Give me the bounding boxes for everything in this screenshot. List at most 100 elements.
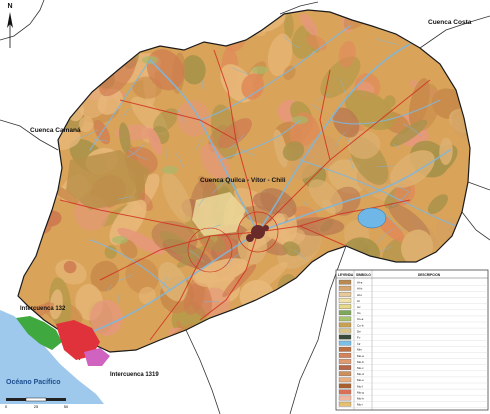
stream	[77, 129, 99, 139]
river	[89, 239, 171, 291]
landcover-patch	[161, 172, 192, 223]
landcover-patch	[338, 40, 356, 68]
stream	[306, 296, 326, 303]
label-ocean: Océano Pacífico	[6, 379, 60, 386]
urban-ring	[237, 211, 279, 253]
legend-swatch	[338, 389, 352, 395]
landcover-patch	[125, 258, 159, 294]
road-network	[59, 49, 431, 341]
legend-row: Mo-c	[336, 365, 488, 371]
landcover-patch	[66, 150, 150, 210]
landcover-patch	[158, 262, 188, 302]
landcover-patch	[408, 78, 430, 128]
landcover-patch	[284, 12, 294, 40]
road	[59, 199, 201, 231]
legend-row: Co-b	[336, 322, 488, 329]
landcover-patch	[445, 10, 470, 19]
river	[329, 99, 441, 125]
legend-swatch	[338, 346, 352, 352]
legend-row: De	[336, 328, 488, 335]
coastal-intercuencas	[16, 316, 110, 366]
legend-swatch	[338, 328, 352, 334]
scale-bar: 0 25 50	[5, 397, 69, 409]
legend-row: Mo-d	[336, 371, 488, 378]
landcover-patch	[26, 201, 46, 214]
legend-swatch	[338, 401, 352, 407]
landcover-patch	[117, 227, 165, 255]
stream	[349, 156, 354, 171]
legend-code: Mm	[357, 348, 362, 352]
legend-code: Mo-g	[357, 390, 364, 394]
landcover-patch	[181, 55, 206, 85]
map-legend: LEYENDA SIMBOLO DESCRIPCION Al-a Al-b Al-c…	[335, 269, 489, 411]
legend-code: Av	[357, 305, 361, 309]
stream	[198, 197, 205, 207]
stream	[376, 38, 397, 45]
stream	[335, 132, 346, 146]
legend-row: Cs-a	[336, 316, 488, 323]
legend-swatch	[338, 292, 352, 297]
legend-code: Mo-c	[357, 366, 364, 370]
landcover-patch	[195, 333, 215, 352]
legend-code: Mo-e	[357, 378, 364, 382]
landcover-patch	[147, 127, 163, 156]
landcover-patch	[300, 13, 318, 36]
legend-row: Ar	[336, 298, 488, 304]
legend-header-leyenda: LEYENDA	[338, 273, 354, 277]
landcover-patch	[252, 66, 268, 74]
stream	[388, 216, 403, 231]
lake	[357, 207, 387, 229]
legend-swatch	[338, 395, 352, 401]
stream	[203, 300, 220, 303]
legend-row: Lg	[336, 340, 488, 347]
stream	[282, 35, 300, 49]
stream	[160, 277, 168, 291]
legend-swatch	[338, 359, 352, 364]
legend-swatch	[338, 316, 352, 322]
stream	[207, 224, 221, 230]
ocean-area	[0, 310, 104, 404]
legend-code: Al-a	[357, 281, 363, 285]
river	[149, 59, 259, 233]
stream	[122, 108, 131, 118]
stream	[232, 67, 250, 75]
river	[199, 25, 351, 121]
legend-code: Mo-b	[357, 360, 364, 364]
landcover-patch	[308, 135, 340, 168]
landcover-patch	[104, 245, 118, 259]
legend-code: Ar	[357, 299, 360, 303]
landcover-patch	[439, 137, 453, 165]
legend-row: Mo-i	[336, 401, 488, 408]
landcover-patch	[109, 199, 147, 245]
stream	[126, 143, 145, 158]
legend-row: Mo-a	[336, 353, 488, 359]
legend-row: Av	[336, 304, 488, 310]
landcover-patch	[79, 116, 94, 132]
legend-swatch	[338, 334, 352, 340]
stream	[194, 137, 203, 151]
stream	[323, 316, 332, 318]
map-labels: Cuenca Costa Cuenca Camaná Cuenca Quilca…	[6, 19, 472, 386]
stream	[340, 79, 346, 95]
legend-code: Mo-f	[357, 384, 363, 388]
legend-code: Al-c	[357, 293, 363, 297]
legend-row: Al-c	[336, 292, 488, 298]
scale-label-1: 25	[34, 404, 39, 409]
landcover-patch	[267, 33, 293, 77]
stream	[393, 143, 400, 148]
legend-swatch	[338, 310, 352, 316]
legend-row: Al-b	[336, 285, 488, 292]
legend-code: Co-b	[357, 323, 364, 327]
stream	[391, 191, 410, 207]
stream	[225, 253, 240, 268]
legend-code: Lg	[357, 342, 361, 346]
north-arrow: N	[7, 3, 13, 48]
landcover-patch	[162, 166, 178, 174]
landcover-patch	[283, 65, 296, 80]
landcover-patch	[241, 73, 265, 100]
legend-row: Mo-e	[336, 377, 488, 384]
legend-code: Fv	[357, 336, 361, 340]
legend-header-descripcion: DESCRIPCION	[418, 273, 441, 277]
landcover-patch	[389, 150, 435, 188]
